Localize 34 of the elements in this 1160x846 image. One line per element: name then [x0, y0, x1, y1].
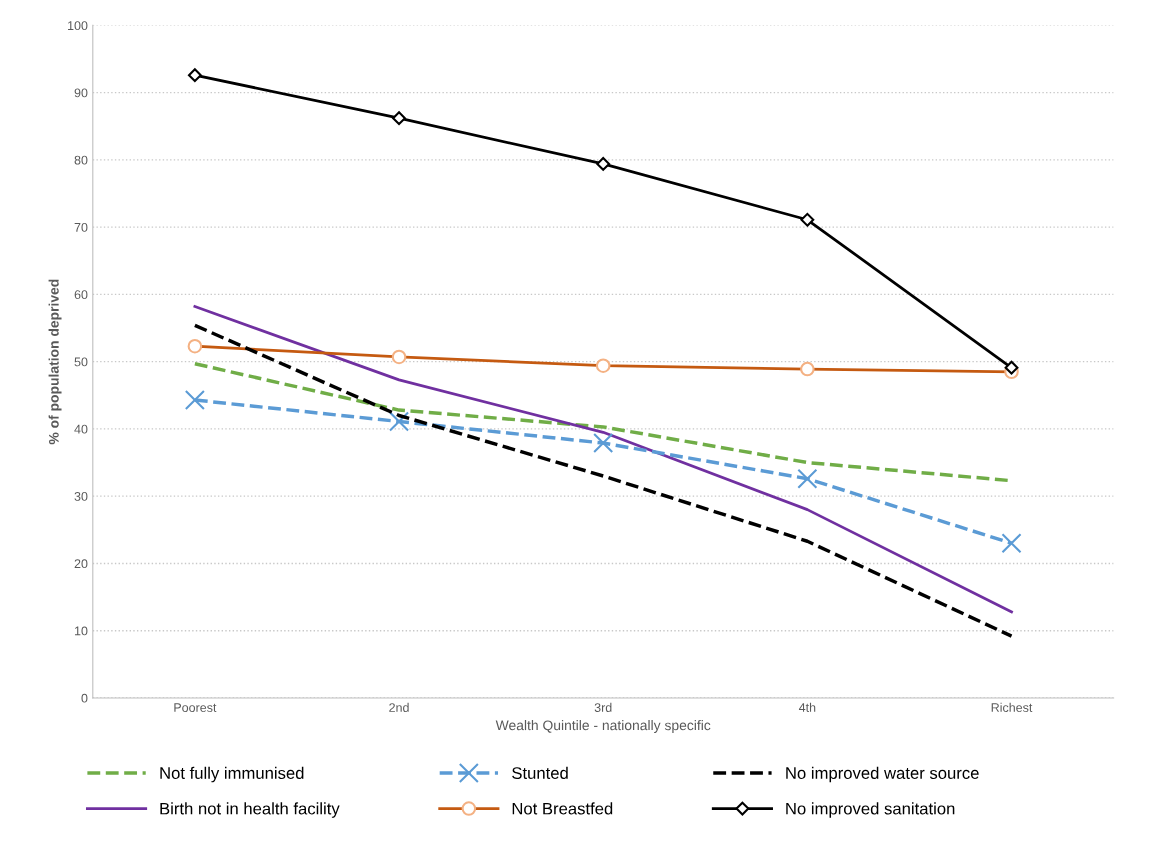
- point: [392, 111, 406, 126]
- x-tick-label: Poorest: [174, 703, 217, 712]
- y-tick-label: 60: [74, 290, 88, 300]
- legend-label: No improved sanitation: [786, 802, 955, 818]
- legend-label: Birth not in health facility: [160, 802, 340, 818]
- point: [593, 432, 614, 454]
- point: [596, 157, 611, 171]
- x-tick-label: Richest: [991, 702, 1033, 712]
- point: [388, 411, 410, 432]
- y-tick-label: 80: [74, 155, 88, 165]
- point: [1001, 533, 1022, 554]
- legend-label: Not fully immunised: [160, 766, 304, 783]
- point: [797, 468, 818, 489]
- legend-label: No improved water source: [786, 766, 979, 783]
- y-tick-label: 100: [68, 21, 88, 31]
- point: [1004, 360, 1019, 375]
- y-tick-label: 20: [74, 559, 88, 569]
- legend-label: Stunted: [512, 766, 568, 779]
- y-tick-label: 0: [81, 693, 88, 703]
- point: [800, 212, 815, 227]
- point: [187, 68, 202, 83]
- x-tick-label: 3rd: [594, 702, 612, 712]
- y-tick-label: 70: [74, 222, 88, 232]
- point: [184, 389, 205, 411]
- x-axis-title: Wealth Quintile - nationally specific: [495, 720, 711, 733]
- y-tick-label: 30: [74, 491, 88, 501]
- y-axis-title: % of population deprived: [48, 279, 62, 445]
- y-tick-label: 10: [74, 626, 88, 636]
- x-tick-label: 4th: [798, 702, 816, 712]
- y-tick-label: 90: [74, 88, 88, 98]
- y-tick-label: 50: [74, 357, 88, 367]
- x-tick-label: 2nd: [389, 702, 409, 712]
- legend-label: Not Breastfed: [512, 802, 613, 815]
- y-tick-label: 40: [74, 424, 88, 434]
